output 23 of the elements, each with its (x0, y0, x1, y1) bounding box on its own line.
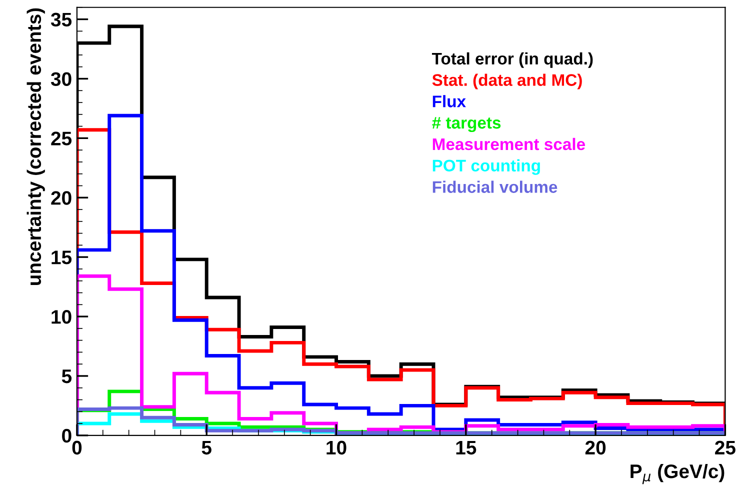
x-tick-label: 15 (456, 440, 476, 455)
y-tick-label: 0 (62, 428, 72, 443)
text: Flux (432, 95, 466, 108)
x-tick-label: 10 (326, 440, 346, 455)
y-tick-label: 5 (62, 370, 72, 384)
x-tick-label: 20 (585, 440, 606, 455)
y-axis-title: uncertainty (corrected events) (26, 8, 45, 285)
y-tick-label: 25 (51, 132, 72, 146)
y-tick-label: 30 (50, 72, 72, 86)
x-tick-label: 25 (715, 440, 736, 455)
y-tick-label: 35 (50, 12, 72, 27)
y-tick-label: 10 (52, 310, 72, 324)
x-axis-title: P$_{μ}$ (GeV/c) (630, 464, 724, 484)
text: Measurement scale (432, 138, 586, 150)
text: Total error (in quad.) (432, 52, 593, 68)
text: Fiducial volume (432, 180, 558, 193)
x-tick-label: 0 (72, 440, 82, 455)
text: POT counting (432, 159, 540, 175)
x-tick-label: 5 (202, 440, 212, 455)
y-tick-label: 15 (52, 250, 72, 264)
text: Stat. (data and MC) (432, 74, 582, 90)
y-tick-label: 20 (51, 191, 72, 205)
text: # targets (432, 117, 501, 132)
